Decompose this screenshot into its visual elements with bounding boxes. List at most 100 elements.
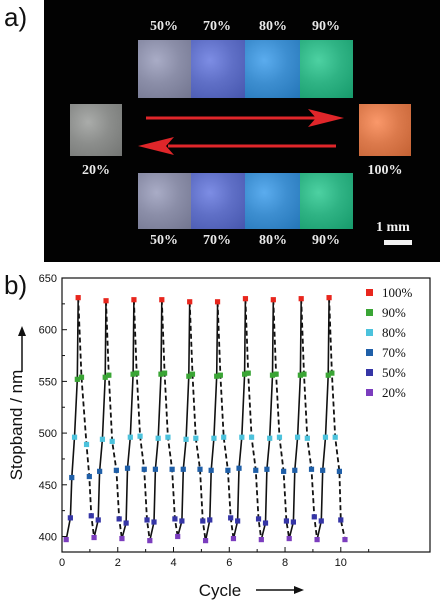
marker-20pct [342, 536, 348, 543]
marker-80pct [304, 435, 310, 441]
marker-80pct [109, 438, 115, 444]
marker-70pct [225, 467, 231, 473]
marker-80pct [248, 434, 255, 440]
legend-swatch [366, 309, 373, 316]
top-label-50: 50% [150, 19, 178, 34]
marker-70pct [308, 466, 315, 472]
marker-90pct [269, 372, 276, 378]
arrow-left-head [138, 137, 174, 155]
marker-20pct [230, 535, 237, 542]
marker-70pct [113, 467, 119, 473]
cooling-curve [272, 299, 291, 539]
x-tick-label: 4 [170, 557, 176, 569]
marker-50pct [172, 516, 178, 522]
marker-50pct [207, 517, 213, 523]
scale-bar [384, 240, 412, 245]
cooling-curve [160, 299, 179, 537]
legend-swatch [366, 349, 373, 356]
legend-label: 20% [382, 385, 406, 400]
y-tick-label: 600 [39, 325, 57, 337]
marker-80pct [127, 434, 133, 440]
marker-50pct [235, 518, 241, 524]
marker-70pct [169, 466, 175, 472]
label-20: 20% [82, 163, 110, 178]
marker-100pct [131, 297, 137, 303]
x-axis-title: Cycle [199, 581, 242, 600]
cooling-curve [216, 301, 235, 539]
marker-80pct [83, 441, 90, 448]
marker-80pct [71, 434, 78, 440]
swatch-20 [70, 104, 122, 156]
marker-80pct [276, 434, 283, 440]
cooling-curve [133, 299, 151, 541]
marker-100pct [326, 295, 332, 301]
marker-80pct [294, 434, 301, 440]
bottom-swatch-90 [300, 173, 353, 229]
legend-swatch [366, 389, 373, 396]
marker-20pct [202, 538, 209, 544]
marker-90pct [161, 370, 168, 376]
marker-50pct [116, 516, 122, 522]
marker-80pct [137, 433, 143, 439]
legend-swatch [366, 289, 373, 296]
x-tick-label: 10 [335, 557, 347, 569]
marker-70pct [97, 468, 103, 474]
cooling-curve [244, 298, 263, 540]
bottom-label-80: 80% [259, 233, 287, 248]
cooling-curve [105, 300, 123, 539]
top-label-90: 90% [312, 19, 340, 34]
bottom-swatch-70 [191, 173, 245, 229]
heating-curve [260, 299, 275, 540]
heating-curve [204, 301, 219, 541]
top-label-70: 70% [203, 19, 231, 34]
marker-100pct [298, 296, 304, 302]
cooling-curve [328, 297, 346, 540]
marker-90pct [189, 371, 196, 377]
label-100: 100% [367, 163, 403, 178]
legend-label: 50% [382, 365, 406, 380]
marker-70pct [236, 465, 242, 471]
y-tick-label: 550 [39, 376, 57, 388]
plot-frame [61, 277, 431, 553]
marker-20pct [119, 535, 125, 542]
bottom-label-50: 50% [150, 233, 178, 248]
y-tick-label: 500 [39, 428, 57, 440]
marker-70pct [281, 468, 287, 474]
marker-70pct [180, 466, 186, 472]
marker-80pct [155, 435, 161, 441]
x-tick-label: 0 [59, 557, 65, 569]
marker-100pct [242, 296, 249, 302]
arrow-right-head [308, 109, 344, 127]
x-axis-arrow-head [294, 586, 304, 594]
cooling-curve [300, 298, 318, 540]
marker-100pct [270, 297, 276, 303]
marker-50pct [144, 517, 150, 523]
marker-70pct [152, 466, 158, 472]
marker-90pct [106, 372, 112, 378]
bottom-label-70: 70% [203, 233, 231, 248]
scale-bar-label: 1 mm [376, 220, 410, 235]
heating-curve [232, 298, 247, 539]
marker-50pct [338, 517, 344, 523]
bottom-label-90: 90% [312, 233, 340, 248]
marker-20pct [63, 536, 69, 543]
marker-90pct [245, 370, 251, 376]
marker-70pct [197, 466, 203, 472]
photonic-crystal-photo: 50% 70% 80% 90% 20% 100% 50% 70% 80% 90%… [44, 0, 440, 262]
marker-70pct [253, 467, 259, 473]
top-swatch-50 [138, 40, 191, 98]
x-tick-label: 6 [226, 557, 232, 569]
marker-100pct [103, 298, 109, 304]
marker-20pct [91, 534, 97, 541]
arrows-overlay [138, 109, 344, 155]
marker-70pct [69, 474, 75, 481]
marker-70pct [124, 465, 131, 471]
marker-50pct [67, 515, 73, 521]
y-tick-label: 650 [39, 273, 57, 285]
swatch-100 [359, 104, 411, 156]
marker-100pct [159, 297, 165, 303]
marker-90pct [102, 374, 108, 380]
marker-50pct [283, 518, 290, 524]
marker-70pct [86, 473, 92, 480]
marker-90pct [186, 373, 192, 379]
